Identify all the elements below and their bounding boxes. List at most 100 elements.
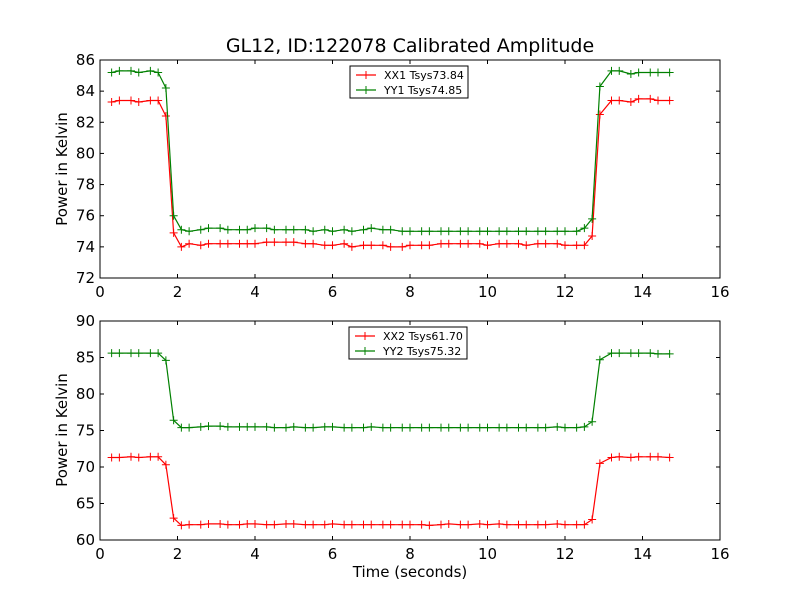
data-point: [328, 241, 337, 250]
data-point: [107, 453, 116, 462]
data-point: [320, 422, 329, 431]
data-point: [154, 349, 163, 358]
data-point: [262, 520, 271, 529]
data-point: [444, 239, 453, 248]
data-point: [216, 239, 225, 248]
data-point: [282, 519, 290, 528]
data-point: [270, 423, 279, 432]
data-point: [251, 224, 259, 233]
data-point: [347, 242, 356, 251]
legend: XX1 Tsys73.84 YY1 Tsys74.85: [349, 65, 469, 99]
y-axis-label: Power in Kelvin: [53, 112, 71, 226]
y-tick-label: 70: [76, 458, 95, 476]
data-point: [483, 227, 492, 236]
data-point: [235, 225, 244, 234]
x-tick-label: 4: [250, 545, 260, 563]
data-point: [406, 423, 414, 432]
data-point: [204, 422, 213, 431]
data-point: [522, 227, 531, 236]
data-point: [177, 225, 186, 234]
data-point: [595, 110, 604, 119]
data-point: [588, 417, 597, 426]
x-tick-label: 10: [478, 545, 497, 563]
data-point: [340, 520, 349, 529]
data-point: [634, 349, 643, 358]
data-point: [406, 227, 414, 236]
data-point: [243, 422, 252, 431]
data-point: [514, 520, 523, 529]
data-point: [456, 227, 465, 236]
series-1: [107, 94, 674, 251]
data-point: [235, 520, 244, 529]
data-point: [367, 224, 376, 233]
data-point: [417, 227, 426, 236]
data-point: [196, 422, 205, 431]
data-point: [347, 227, 356, 236]
data-point: [444, 519, 453, 528]
data-point: [134, 98, 143, 107]
data-point: [282, 423, 290, 432]
data-point: [127, 452, 135, 461]
data-point: [533, 227, 542, 236]
data-point: [495, 227, 504, 236]
series-line: [111, 98, 670, 248]
data-point: [367, 241, 376, 250]
data-point: [634, 452, 643, 461]
legend-label: YY1 Tsys74.85: [383, 84, 462, 97]
data-point: [572, 423, 581, 432]
legend-box: [348, 326, 468, 360]
data-point: [553, 422, 562, 431]
data-point: [437, 227, 445, 236]
data-point: [615, 452, 624, 461]
data-point: [456, 520, 465, 529]
data-point: [502, 227, 511, 236]
data-point: [398, 242, 407, 251]
data-point: [464, 239, 473, 248]
data-point: [270, 225, 279, 234]
x-tick-label: 12: [555, 283, 574, 301]
data-point: [475, 227, 484, 236]
y-tick-label: 72: [76, 269, 95, 287]
data-point: [553, 519, 562, 528]
data-point: [243, 239, 252, 248]
data-point: [169, 211, 178, 220]
x-tick-label: 14: [633, 283, 652, 301]
data-point: [289, 238, 298, 247]
data-point: [483, 423, 492, 432]
data-point: [464, 227, 473, 236]
y-tick-label: 80: [76, 144, 95, 162]
data-point: [243, 519, 252, 528]
data-point: [437, 423, 445, 432]
data-point: [626, 349, 635, 358]
data-point: [177, 242, 186, 251]
data-point: [127, 96, 135, 105]
data-point: [367, 422, 376, 431]
chart-title: GL12, ID:122078 Calibrated Amplitude: [226, 35, 594, 57]
data-point: [561, 227, 569, 236]
y-tick-label: 85: [76, 349, 95, 367]
data-point: [282, 238, 290, 247]
data-point: [320, 520, 329, 529]
data-point: [607, 66, 616, 75]
data-point: [359, 423, 368, 432]
data-point: [444, 423, 453, 432]
data-point: [665, 96, 674, 105]
data-point: [223, 422, 232, 431]
data-point: [154, 96, 163, 105]
data-point: [223, 239, 232, 248]
data-point: [127, 66, 135, 75]
x-tick-label: 0: [95, 545, 105, 563]
data-point: [154, 68, 163, 77]
data-point: [398, 520, 407, 529]
data-point: [398, 227, 407, 236]
data-point: [561, 423, 569, 432]
data-point: [514, 423, 523, 432]
data-point: [580, 520, 589, 529]
data-point: [378, 520, 387, 529]
top-panel: 0 2 4 6 8 10 12 14 16 72 74 76 78 80 82 84 86 Power in Ke…: [53, 51, 730, 301]
data-point: [588, 231, 597, 240]
data-point: [115, 66, 124, 75]
data-point: [588, 214, 597, 223]
data-point: [595, 82, 604, 91]
data-point: [646, 68, 655, 77]
